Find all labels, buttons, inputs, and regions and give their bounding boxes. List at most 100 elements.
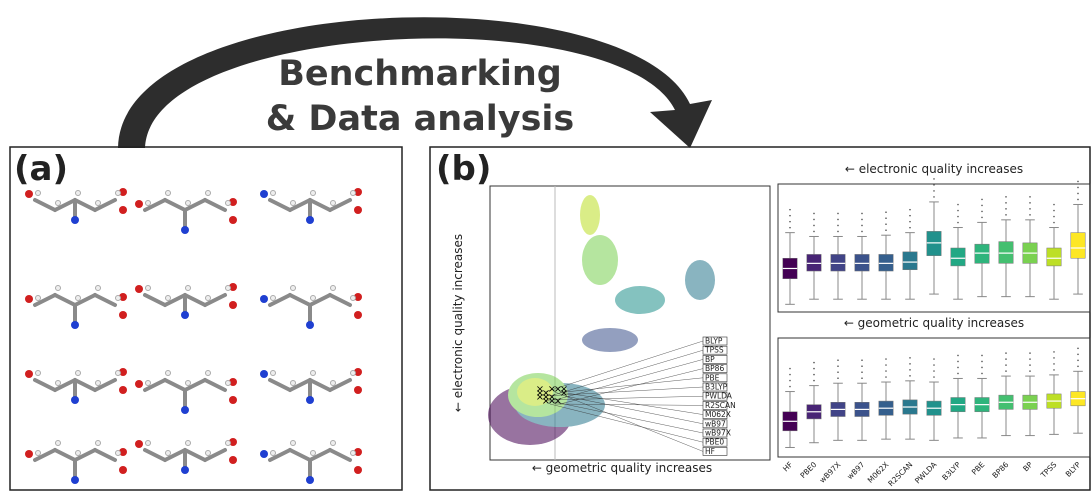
atom: [229, 396, 237, 404]
outlier-dot: [1029, 208, 1031, 210]
outlier-dot: [789, 221, 791, 223]
category-label: PWLDA: [913, 459, 939, 485]
outlier-dot: [1005, 208, 1007, 210]
outlier-dot: [1077, 360, 1079, 362]
atom: [291, 201, 296, 206]
bond: [35, 200, 55, 210]
atom: [331, 286, 336, 291]
outlier-dot: [861, 219, 863, 221]
outlier-dot: [957, 216, 959, 218]
cloud: [685, 260, 715, 300]
atom: [135, 285, 143, 293]
atom: [71, 321, 79, 329]
atom: [76, 191, 81, 196]
functional-label: TPSS: [704, 346, 724, 355]
marker-x: ×: [542, 396, 550, 407]
outlier-dot: [861, 365, 863, 367]
outlier-dot: [1077, 193, 1079, 195]
outlier-dot: [981, 217, 983, 219]
atom: [146, 201, 151, 206]
outlier-dot: [813, 380, 815, 382]
figure: Benchmarking & Data analysis (a) (b) ← e…: [0, 0, 1091, 491]
outlier-dot: [1077, 366, 1079, 368]
bond: [55, 295, 75, 305]
atom: [311, 191, 316, 196]
functional-label: BP86: [705, 364, 724, 373]
outlier-dot: [789, 215, 791, 217]
functional-label: R2SCAN: [705, 401, 736, 410]
outlier-dot: [1077, 199, 1079, 201]
atom: [226, 286, 231, 291]
bond: [310, 200, 330, 210]
outlier-dot: [861, 359, 863, 361]
outlier-dot: [861, 213, 863, 215]
atom: [351, 451, 356, 456]
box-plots: ← electronic quality increases← geometri…: [778, 162, 1090, 488]
functional-label: PBE: [705, 373, 720, 382]
functional-label: wB97X: [705, 429, 731, 438]
atom: [206, 296, 211, 301]
atom: [260, 295, 268, 303]
title-line1: Benchmarking: [278, 54, 562, 94]
box: [831, 254, 845, 271]
category-label: BP86: [990, 460, 1010, 480]
outlier-dot: [813, 231, 815, 233]
atom: [135, 200, 143, 208]
atom: [206, 371, 211, 376]
outlier-dot: [813, 225, 815, 227]
outlier-dot: [813, 362, 815, 364]
outlier-dot: [1053, 210, 1055, 212]
outlier-dot: [981, 373, 983, 375]
category-label: PBE0: [798, 460, 818, 480]
outlier-dot: [837, 225, 839, 227]
leader-line: [555, 359, 703, 400]
atom: [186, 441, 191, 446]
bond: [165, 380, 185, 390]
outlier-dot: [981, 205, 983, 207]
atom: [181, 466, 189, 474]
cloud: [582, 235, 618, 285]
outlier-dot: [909, 369, 911, 371]
bond: [185, 295, 205, 305]
box: [807, 254, 821, 271]
atom: [354, 386, 362, 394]
atom: [76, 296, 81, 301]
bond: [75, 200, 95, 210]
category-label: wB97: [845, 460, 866, 481]
atom: [306, 321, 314, 329]
atom: [96, 381, 101, 386]
functional-label: HF: [705, 447, 715, 456]
atom: [186, 286, 191, 291]
outlier-dot: [885, 370, 887, 372]
functional-label: BLYP: [705, 337, 723, 346]
atom: [166, 191, 171, 196]
outlier-dot: [789, 209, 791, 211]
atom: [76, 451, 81, 456]
outlier-dot: [837, 365, 839, 367]
outlier-dot: [909, 221, 911, 223]
outlier-dot: [957, 204, 959, 206]
atom: [166, 371, 171, 376]
box: [999, 242, 1013, 264]
atom: [146, 441, 151, 446]
atom: [96, 441, 101, 446]
atom: [119, 386, 127, 394]
category-label: PBE: [970, 460, 987, 477]
atom: [166, 451, 171, 456]
atom: [229, 216, 237, 224]
outlier-dot: [789, 374, 791, 376]
outlier-dot: [837, 371, 839, 373]
outlier-dot: [1005, 196, 1007, 198]
cloud: [580, 195, 600, 235]
outlier-dot: [861, 225, 863, 227]
atom: [36, 371, 41, 376]
outlier-dot: [1005, 352, 1007, 354]
outlier-dot: [1005, 202, 1007, 204]
leader-line: [565, 378, 703, 392]
outlier-dot: [1005, 370, 1007, 372]
atom: [56, 381, 61, 386]
atom: [226, 201, 231, 206]
outlier-dot: [957, 355, 959, 357]
outlier-dot: [981, 199, 983, 201]
atom: [354, 466, 362, 474]
